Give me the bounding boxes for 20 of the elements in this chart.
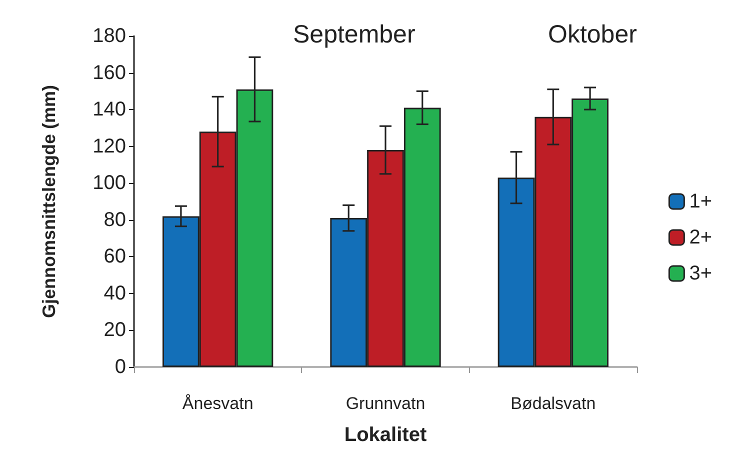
y-tick-label: 80: [104, 208, 126, 231]
y-tick-label: 0: [114, 356, 126, 378]
annotation: Oktober: [548, 20, 637, 48]
x-axis-title: Lokalitet: [344, 424, 427, 446]
x-tick-label: Grunnvatn: [346, 394, 426, 413]
y-tick-label: 140: [92, 98, 126, 121]
x-tick-label: Ånesvatn: [182, 394, 254, 413]
y-tick-label: 120: [92, 135, 126, 158]
legend-label: 3+: [689, 262, 712, 284]
y-tick-label: 180: [92, 25, 126, 47]
x-tick-label: Bødalsvatn: [510, 394, 596, 413]
y-tick-label: 20: [104, 319, 126, 342]
y-axis-title: Gjennomsnittslengde (mm): [39, 84, 59, 318]
legend-label: 1+: [689, 190, 712, 212]
y-tick-label: 40: [104, 282, 126, 304]
y-tick-label: 160: [92, 62, 126, 84]
y-tick-label: 100: [92, 172, 126, 194]
annotation: September: [293, 20, 416, 48]
legend-label: 2+: [689, 226, 712, 248]
y-tick-label: 60: [104, 246, 126, 268]
